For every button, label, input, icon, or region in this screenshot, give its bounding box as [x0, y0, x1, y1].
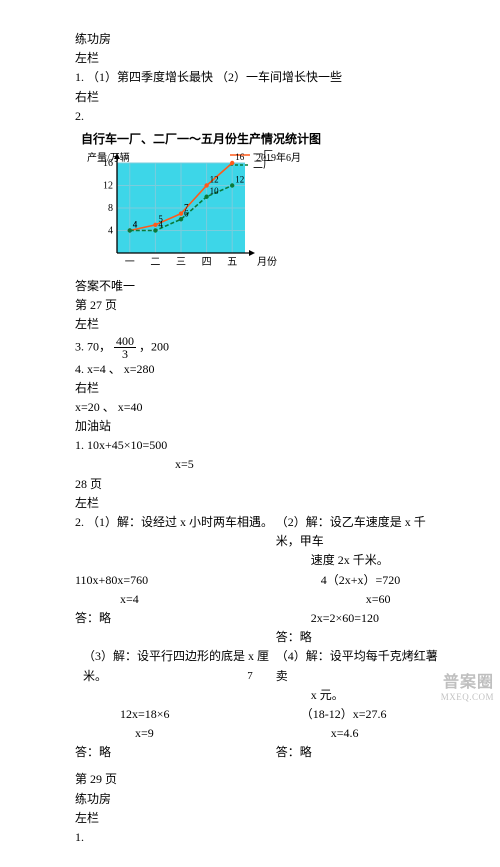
watermark-bottom: MXEQ.COM	[441, 692, 494, 702]
p27-gas: 加油站	[75, 417, 440, 436]
p27-q3-pre: 3. 70，	[75, 339, 111, 353]
svg-text:16: 16	[235, 152, 245, 162]
svg-text:6: 6	[184, 208, 189, 218]
p27-r1: x=20 、 x=40	[75, 398, 440, 417]
page-28-head: 28 页	[75, 475, 440, 494]
p27-q4: 4. x=4 、 x=280	[75, 360, 440, 379]
svg-text:4: 4	[133, 219, 138, 229]
p28-q2-2b: 速度 2x 千米。	[276, 551, 440, 570]
svg-text:四: 四	[202, 257, 212, 268]
p28-eq-row1: 110x+80x=760 x=4 答：略 4（2x+x）=720 x=60 2x…	[75, 571, 440, 648]
line-chart: 481216一二三四五产量/万辆月份一厂二厂2019年6月45712164461…	[75, 149, 305, 269]
eq2c: 2x=2×60=120	[276, 609, 440, 628]
p28-q2-1: 2. （1）解：设经过 x 小时两车相遇。	[75, 513, 276, 532]
eq2a: 4（2x+x）=720	[276, 571, 440, 590]
eq2b: x=60	[276, 590, 440, 609]
svg-text:三: 三	[176, 257, 186, 268]
p27-g1: 1. 10x+45×10=500	[75, 436, 440, 455]
heading-lgf: 练功房	[75, 30, 440, 49]
chart-note: 答案不唯一	[75, 277, 440, 296]
eq1b: x=4	[75, 590, 276, 609]
svg-text:4: 4	[158, 219, 163, 229]
label-right-col: 右栏	[75, 88, 440, 107]
page-number: 7	[0, 670, 500, 682]
svg-text:8: 8	[108, 203, 113, 214]
svg-text:二: 二	[150, 257, 160, 268]
svg-text:12: 12	[103, 180, 113, 191]
p28-q2-row1: 2. （1）解：设经过 x 小时两车相遇。 （2）解：设乙车速度是 x 千米，甲…	[75, 513, 440, 571]
p27-right: 右栏	[75, 379, 440, 398]
svg-text:12: 12	[210, 174, 219, 184]
p29-l3: 1.	[75, 828, 440, 847]
svg-text:12: 12	[235, 174, 244, 184]
eq3a: 12x=18×6	[75, 705, 276, 724]
ans4: 答：略	[276, 743, 440, 762]
p27-q3: 3. 70， 400 3 ，200	[75, 335, 440, 360]
p27-q3-post: ，200	[139, 339, 169, 353]
page-27-head: 第 27 页	[75, 296, 440, 315]
label-left-col: 左栏	[75, 49, 440, 68]
svg-text:10: 10	[210, 186, 220, 196]
page-29-head: 第 29 页	[75, 770, 440, 789]
p28-q2-2a: （2）解：设乙车速度是 x 千米，甲车	[276, 513, 440, 551]
frac-den: 3	[114, 348, 136, 360]
svg-text:产量/万辆: 产量/万辆	[87, 151, 130, 164]
ans1: 答：略	[75, 609, 276, 628]
p29-l1: 练功房	[75, 790, 440, 809]
svg-text:2019年6月: 2019年6月	[256, 151, 301, 164]
watermark: 普案圈 MXEQ.COM	[441, 668, 494, 702]
eq4a: （18-12）x=27.6	[276, 705, 440, 724]
svg-text:一: 一	[125, 257, 135, 268]
svg-text:4: 4	[108, 225, 113, 236]
svg-text:五: 五	[227, 257, 237, 268]
p28-eq-row2: 12x=18×6 x=9 答：略 （18-12）x=27.6 x=4.6 答：略	[75, 705, 440, 763]
ans3: 答：略	[75, 743, 276, 762]
fraction-400-3: 400 3	[114, 335, 136, 360]
eq1a: 110x+80x=760	[75, 571, 276, 590]
eq4b: x=4.6	[276, 724, 440, 743]
frac-num: 400	[114, 335, 136, 348]
eq3b: x=9	[75, 724, 276, 743]
ans2: 答：略	[276, 628, 440, 647]
answer-2-label: 2.	[75, 107, 440, 126]
chart-container: 自行车一厂、二厂一～五月份生产情况统计图 481216一二三四五产量/万辆月份一…	[75, 130, 440, 273]
answer-1: 1. （1）第四季度增长最快 （2）一车间增长快一些	[75, 68, 440, 87]
svg-text:月份: 月份	[257, 256, 277, 268]
watermark-top: 普案圈	[441, 668, 494, 692]
chart-title: 自行车一厂、二厂一～五月份生产情况统计图	[75, 130, 440, 147]
p27-g1-sol: x=5	[75, 455, 440, 474]
p29-l2: 左栏	[75, 809, 440, 828]
p28-left: 左栏	[75, 494, 440, 513]
p28-q4b: x 元。	[276, 686, 440, 705]
p27-left: 左栏	[75, 315, 440, 334]
